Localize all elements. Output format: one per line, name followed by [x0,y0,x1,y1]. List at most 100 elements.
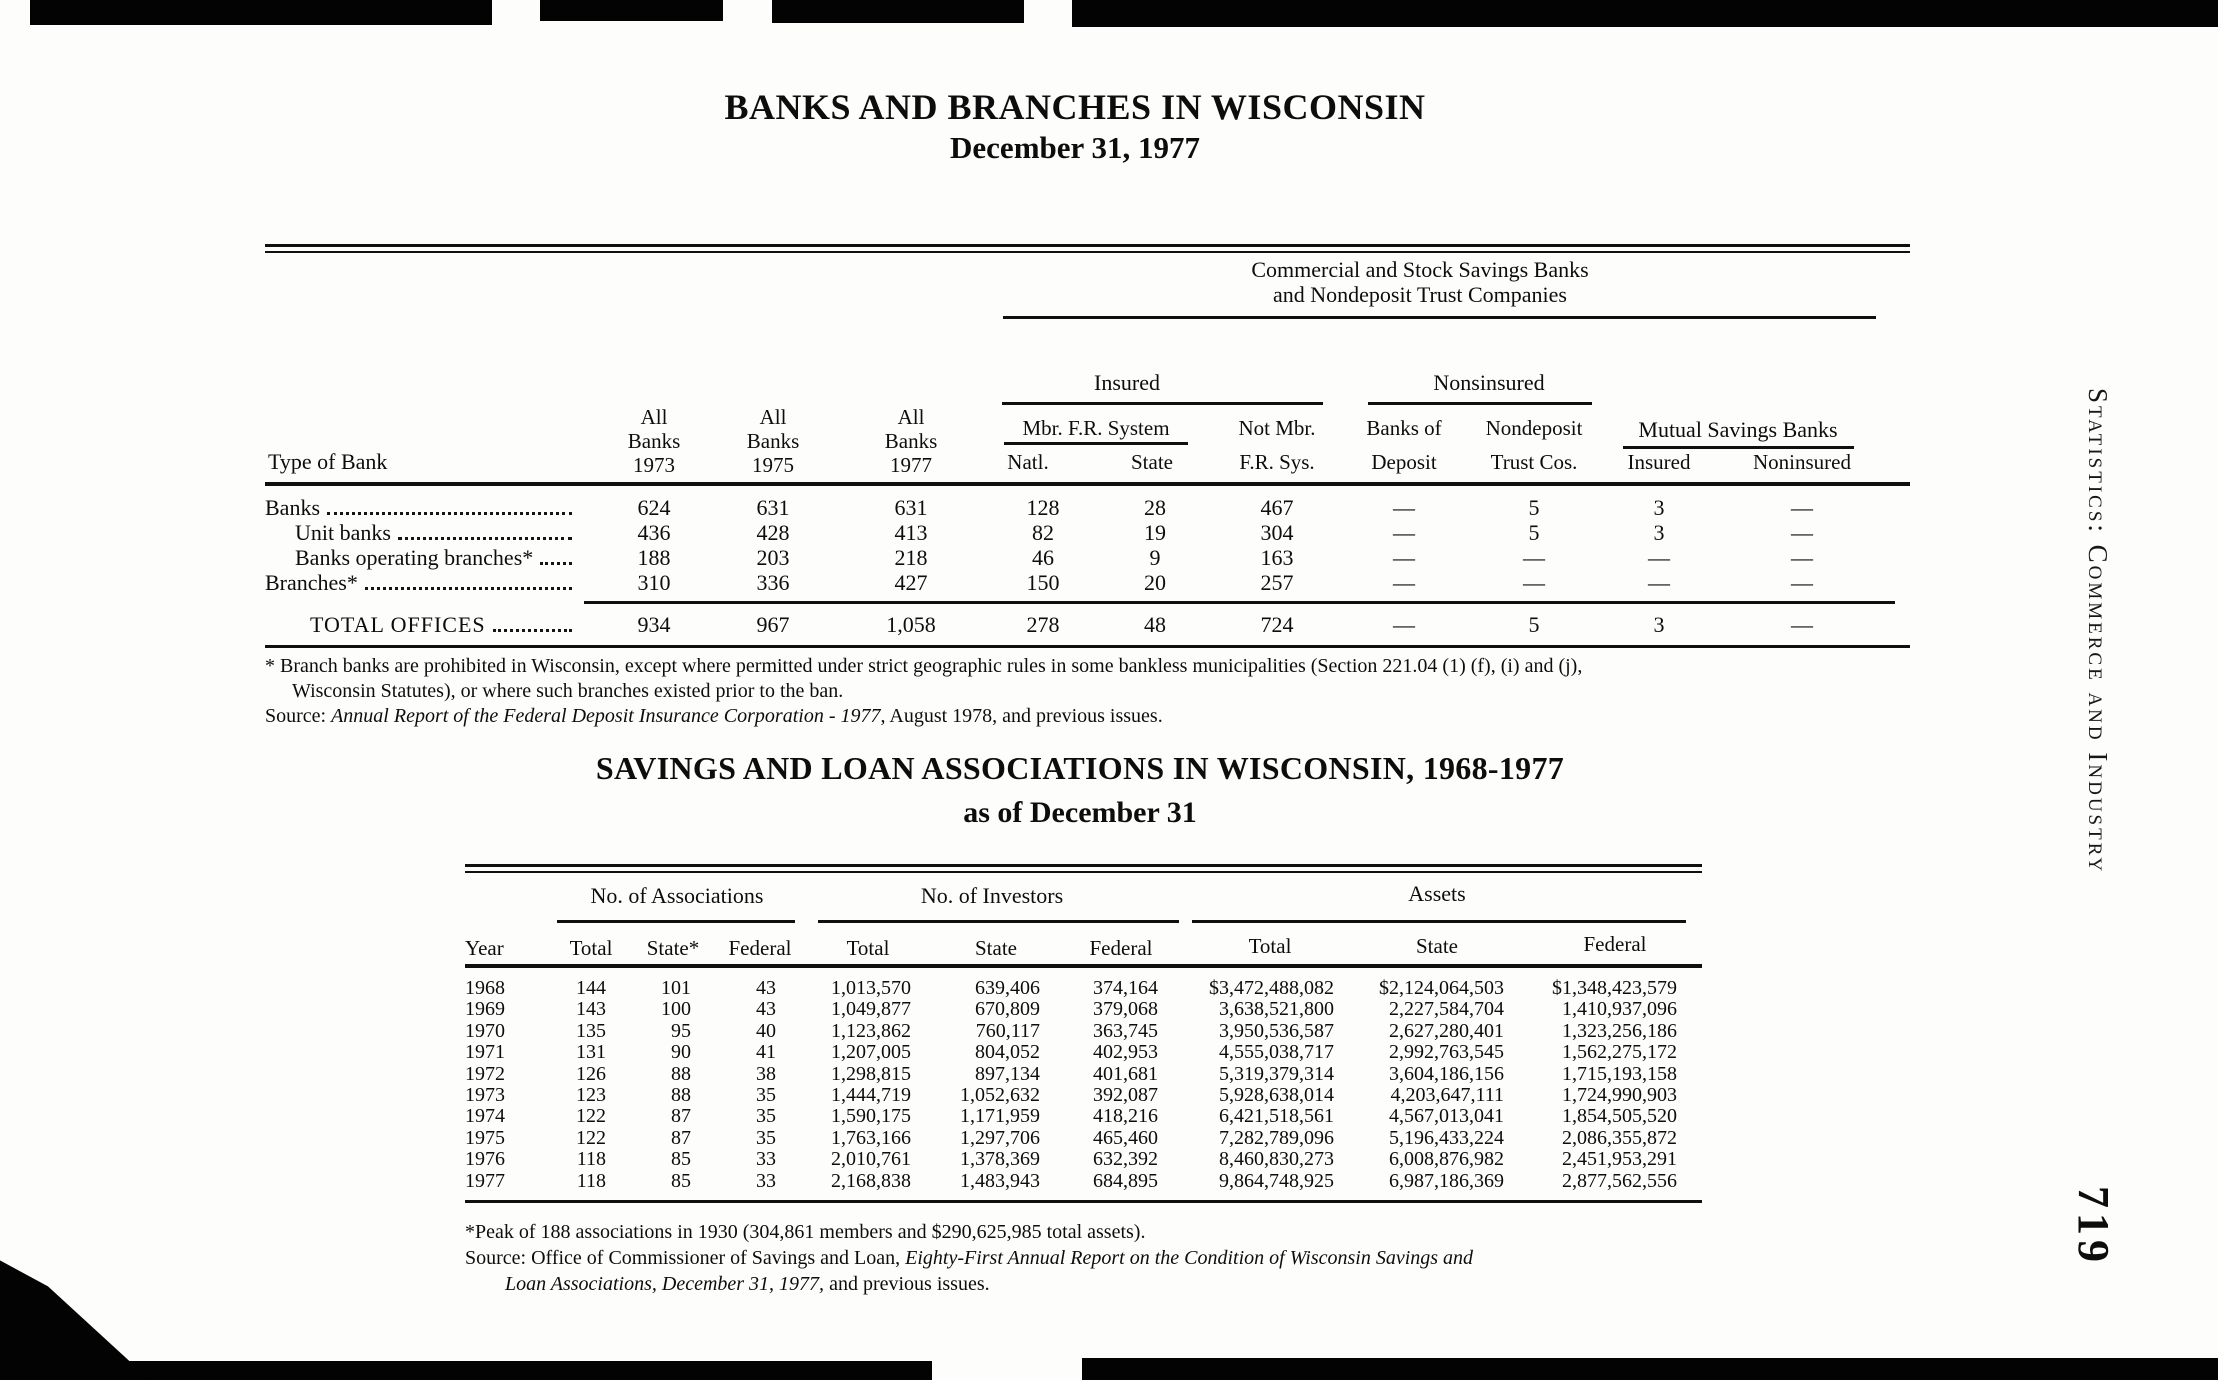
side-margin-label: Statistics: Commerce and Industry [2083,388,2113,875]
cell: 2,877,562,556 [1562,1170,1677,1192]
cell: 35 [756,1105,776,1127]
dot-leader [397,537,572,540]
cell: 82 [1032,520,1054,545]
cell: — [1393,545,1415,570]
cell: 2,168,838 [831,1170,911,1192]
table-row: 1968 144 101 43 1,013,570 639,406 374,164 $3,47… [0,977,2218,999]
cell: 1,590,175 [831,1105,911,1127]
cell: 118 [576,1170,606,1192]
cell: 88 [671,1084,691,1106]
cell: 188 [637,545,671,570]
table-rule [465,864,1702,867]
source-title-part1: Eighty-First Annual Report on the Condit… [905,1247,1474,1269]
cell: 1,298,815 [831,1063,911,1085]
cell: 379,068 [1093,998,1158,1020]
cell: 6,987,186,369 [1389,1170,1504,1192]
scan-artifact-top-2 [540,0,723,21]
cell: 631 [894,495,928,520]
header-line: All [897,405,925,429]
cell: 1,724,990,903 [1562,1084,1677,1106]
cell: 6,008,876,982 [1389,1148,1504,1170]
cell: 3,604,186,156 [1389,1063,1504,1085]
cell: 897,134 [975,1063,1040,1085]
cell: 760,117 [975,1020,1040,1042]
footnote-line: Wisconsin Statutes), or where such branc… [292,680,844,702]
table-row: TOTAL OFFICES 934 967 1,058 278 48 724 — 5 3 — [0,612,2218,638]
cell: 804,052 [975,1041,1040,1063]
group-header-associations: No. of Associations [590,883,764,908]
cell: 6,421,518,561 [1219,1105,1334,1127]
row-label: Branches* [265,570,358,595]
row-label-wrap: Banks operating branches* [295,545,580,571]
column-header-assoc-state: State* [646,936,700,960]
cell: 724 [1260,612,1294,637]
column-header-banks-of-deposit-line2: Deposit [1371,450,1437,474]
cell-year: 1969 [465,998,505,1020]
row-label: TOTAL OFFICES [310,612,486,637]
cell: — [1791,545,1813,570]
cell: 1,123,862 [831,1020,911,1042]
scan-artifact-top-3 [772,0,1024,23]
source-prefix: Source: Office of Commissioner of Saving… [465,1247,906,1269]
cell: 135 [576,1020,606,1042]
cell: — [1393,612,1415,637]
group-header-noninsured: Nonsinsured [1433,370,1545,395]
column-header-mbr-fr-system: Mbr. F.R. System [1022,416,1170,440]
cell: 1,297,706 [960,1127,1040,1149]
cell: $3,472,488,082 [1209,977,1334,999]
cell: 967 [756,612,790,637]
cell: 8,460,830,273 [1219,1148,1334,1170]
cell: 428 [756,520,790,545]
footnote-line: *Peak of 188 associations in 1930 (304,8… [465,1221,1146,1243]
scan-artifact-top-4 [1072,0,2218,27]
table-rule [1192,920,1686,923]
scan-artifact-top-1 [30,0,492,25]
table-rule [584,601,1895,604]
cell: 144 [576,977,606,999]
cell: 413 [894,520,928,545]
cell: 2,451,953,291 [1562,1148,1677,1170]
cell: 43 [756,977,776,999]
source-title: Annual Report of the Federal Deposit Ins… [331,705,881,727]
table-row: 1971 131 90 41 1,207,005 804,052 402,953 4,555,… [0,1041,2218,1063]
column-header-assets-total: Total [1248,934,1292,958]
row-label-wrap: Unit banks [295,520,580,546]
column-header-all-banks-1973: All Banks 1973 [628,405,681,477]
cell: 1,715,193,158 [1562,1063,1677,1085]
cell: 304 [1260,520,1294,545]
cell: 632,392 [1093,1148,1158,1170]
cell: 257 [1260,570,1294,595]
cell: — [1791,520,1813,545]
cell: 33 [756,1170,776,1192]
row-label: Unit banks [295,520,391,545]
cell: 2,627,280,401 [1389,1020,1504,1042]
table-row: Unit banks 436 428 413 82 19 304 — 5 3 — [0,520,2218,546]
group-header-insured: Insured [1094,370,1160,395]
cell: — [1791,570,1813,595]
header-line: Banks [627,429,681,453]
cell: 4,567,013,041 [1389,1105,1504,1127]
cell: 5 [1528,495,1540,520]
cell: — [1393,495,1415,520]
group-header-assets: Assets [1408,881,1466,906]
cell-year: 1971 [465,1041,505,1063]
cell: 3,950,536,587 [1219,1020,1334,1042]
table-row: 1973 123 88 35 1,444,719 1,052,632 392,087 5,92… [0,1084,2218,1106]
table-row: 1972 126 88 38 1,298,815 897,134 401,681 5,319,… [0,1063,2218,1085]
cell: 5 [1528,520,1540,545]
table-rule [1368,402,1592,405]
cell: 374,164 [1093,977,1158,999]
cell: 20 [1144,570,1166,595]
source-line: Source: Office of Commissioner of Saving… [465,1246,1473,1271]
table-rule [465,1200,1702,1203]
cell: 5,928,638,014 [1219,1084,1334,1106]
table-rule-heavy [265,482,1910,486]
table-rule [265,645,1910,648]
cell: 123 [576,1084,606,1106]
cell: 126 [576,1063,606,1085]
column-header-nondeposit-line2: Trust Cos. [1490,450,1578,474]
column-header-state: State [1131,450,1173,474]
table-rule [1623,446,1854,449]
cell: — [1791,495,1813,520]
